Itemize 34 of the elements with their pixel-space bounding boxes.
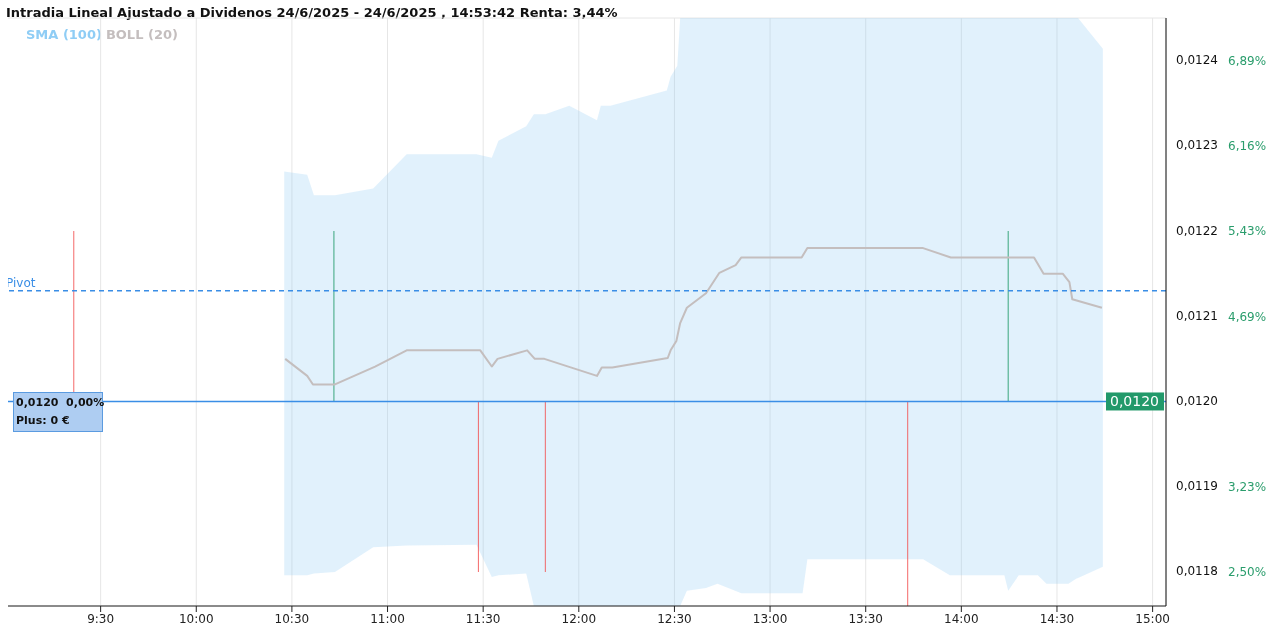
y2-tick-label: 4,69% [1228,309,1267,324]
chart-title: Intradia Lineal Ajustado a Dividenos 24/6/2025 - 24/6/2025 , 14:53:42 Renta: 3,44% [6,5,618,20]
ref-line-label: Pivot [6,275,36,290]
y-tick-label: 0,0119 [1176,479,1218,494]
y2-tick-label: 6,16% [1228,138,1267,153]
x-tick-label: 10:00 [178,611,214,626]
y-tick-label: 0,0118 [1176,564,1218,579]
x-tick-label: 14:30 [1039,611,1075,626]
y-tick-label: 0,0121 [1176,308,1218,323]
y-tick-label: 0,0123 [1176,138,1218,153]
legend-label: SMA (100) [26,27,102,42]
x-tick-label: 12:00 [561,611,597,626]
ref-line-label: 0,0120 [1110,393,1159,410]
x-tick-label: 13:00 [752,611,788,626]
x-tick-label: 13:30 [848,611,884,626]
y2-tick-label: 5,43% [1228,223,1267,238]
y-tick-label: 0,0122 [1176,223,1218,238]
x-tick-label: 11:00 [370,611,405,626]
annotation: 0,0120 0,00% [16,395,105,411]
line-series [284,247,1103,386]
y-tick-label: 0,0120 [1176,393,1218,408]
x-tick-label: 11:30 [465,611,501,626]
x-tick-label: 12:30 [657,611,692,626]
x-tick-label: 9:30 [87,611,115,626]
y-tick-label: 0,0124 [1176,53,1218,68]
annotation: Plus: 0 € [16,413,71,429]
x-tick-label: 14:00 [944,611,979,626]
x-tick-label: 10:30 [274,611,310,626]
y2-tick-label: 6,89% [1228,53,1267,68]
x-tick-label: 15:00 [1135,611,1170,626]
price-info-box: 0,0120 0,00% Plus: 0 € [13,392,103,432]
y2-tick-label: 2,50% [1228,564,1267,579]
text: BOLL (20) [105,27,178,42]
y2-tick-label: 3,23% [1228,479,1267,494]
